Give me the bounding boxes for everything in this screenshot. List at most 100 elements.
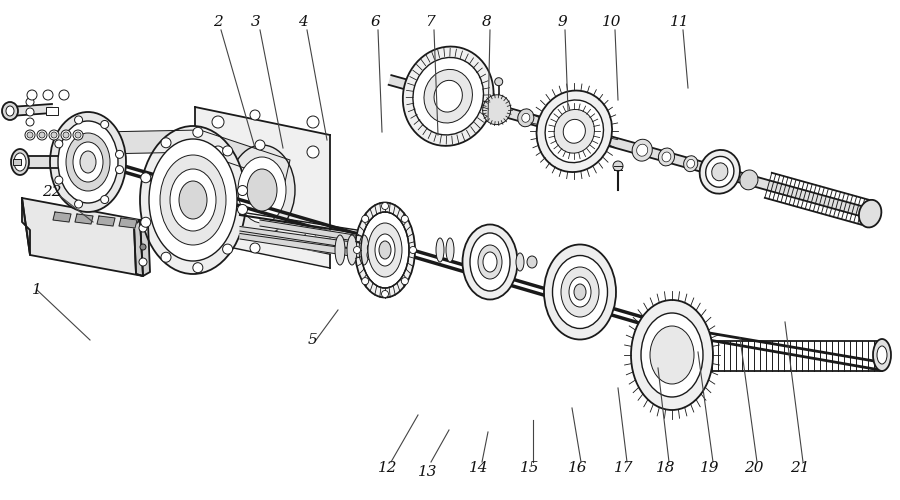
Ellipse shape [413,58,483,135]
Circle shape [212,116,224,128]
Ellipse shape [687,160,695,168]
Ellipse shape [527,256,537,268]
Text: 6: 6 [370,15,380,29]
Ellipse shape [434,80,463,112]
Ellipse shape [553,256,608,328]
Circle shape [238,204,248,214]
Ellipse shape [179,181,207,219]
Ellipse shape [347,235,357,265]
Circle shape [49,130,59,140]
Polygon shape [53,212,71,222]
Ellipse shape [873,339,891,371]
Ellipse shape [740,170,758,190]
Circle shape [140,172,151,182]
Polygon shape [119,218,137,228]
Polygon shape [22,198,143,276]
Ellipse shape [424,70,472,123]
Circle shape [101,196,109,203]
Text: 18: 18 [656,461,676,475]
Ellipse shape [170,169,216,231]
Circle shape [140,244,146,250]
Ellipse shape [359,235,369,265]
Ellipse shape [483,252,497,272]
Ellipse shape [361,212,409,288]
Ellipse shape [73,142,103,182]
Circle shape [250,110,260,120]
Circle shape [27,90,37,100]
Text: 14: 14 [469,461,489,475]
Ellipse shape [50,112,126,212]
Ellipse shape [659,148,674,166]
Ellipse shape [367,250,373,260]
Ellipse shape [379,241,391,259]
Ellipse shape [632,140,652,161]
Ellipse shape [516,253,524,271]
Circle shape [161,252,171,262]
Circle shape [495,78,503,86]
Circle shape [55,176,63,184]
Circle shape [139,258,147,266]
Ellipse shape [662,152,670,162]
Circle shape [222,244,232,254]
Text: 20: 20 [744,461,764,475]
Ellipse shape [544,244,616,340]
Circle shape [304,232,316,244]
Circle shape [410,246,417,254]
Text: 3: 3 [251,15,261,29]
Circle shape [27,132,33,138]
Ellipse shape [712,163,728,180]
Ellipse shape [247,169,277,211]
Ellipse shape [149,139,237,261]
Circle shape [25,130,35,140]
Ellipse shape [375,234,395,266]
Circle shape [101,120,109,128]
Polygon shape [240,231,370,259]
Ellipse shape [522,114,530,122]
Circle shape [354,246,361,254]
Circle shape [222,146,232,156]
Text: 12: 12 [378,461,398,475]
Ellipse shape [229,145,295,235]
Ellipse shape [140,126,246,274]
Ellipse shape [641,313,703,397]
Circle shape [401,278,409,284]
Ellipse shape [58,121,118,203]
Circle shape [115,166,123,173]
Circle shape [73,130,83,140]
Circle shape [115,150,123,158]
Polygon shape [240,226,370,252]
Ellipse shape [14,153,26,171]
Ellipse shape [436,238,444,262]
Ellipse shape [631,300,713,410]
Circle shape [613,161,623,171]
Circle shape [26,108,34,116]
Circle shape [193,128,202,138]
Circle shape [26,98,34,106]
Text: 1: 1 [32,283,42,297]
Ellipse shape [877,346,887,364]
Ellipse shape [367,244,373,252]
Circle shape [307,146,319,158]
Circle shape [75,132,81,138]
Ellipse shape [859,200,881,228]
Circle shape [39,132,45,138]
Ellipse shape [706,156,734,187]
Ellipse shape [554,110,595,153]
Text: 13: 13 [418,465,437,479]
Ellipse shape [545,100,604,162]
Ellipse shape [6,106,14,116]
Text: 21: 21 [790,461,810,475]
Ellipse shape [650,326,694,384]
Ellipse shape [11,149,29,175]
Circle shape [250,243,260,253]
Polygon shape [134,220,143,276]
Ellipse shape [574,284,586,300]
Polygon shape [134,220,150,276]
Ellipse shape [561,267,599,317]
Ellipse shape [446,238,454,262]
Circle shape [401,216,409,222]
Polygon shape [389,75,877,220]
Ellipse shape [335,235,345,265]
Circle shape [307,116,319,128]
Circle shape [43,90,53,100]
